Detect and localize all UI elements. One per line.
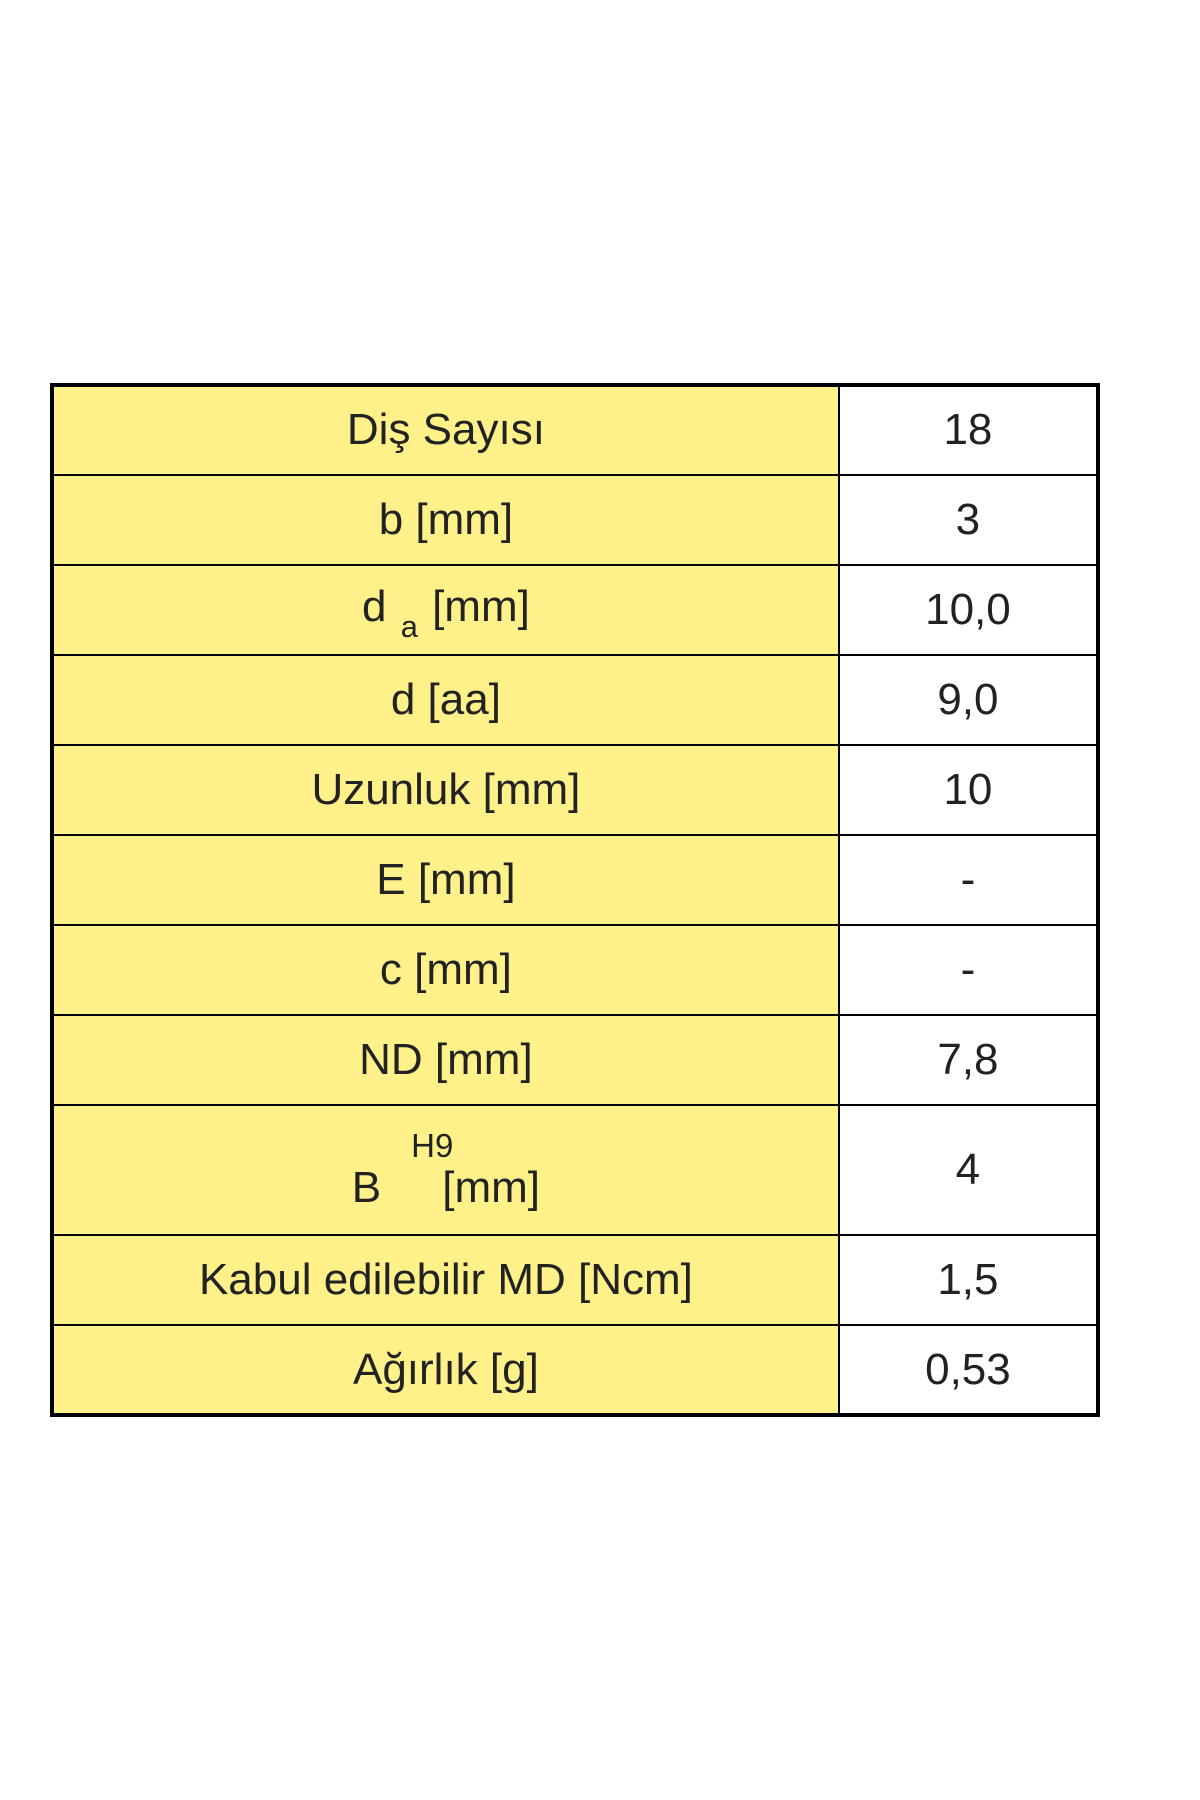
- param-label: H9 B [mm]: [52, 1105, 839, 1235]
- param-label: ND [mm]: [52, 1015, 839, 1105]
- param-label: c [mm]: [52, 925, 839, 1015]
- table-row: Ağırlık [g] 0,53: [52, 1325, 1098, 1415]
- param-value: 1,5: [839, 1235, 1098, 1325]
- label-base-line: B [mm]: [352, 1164, 540, 1212]
- label-subscript: a: [401, 609, 418, 644]
- param-value: -: [839, 925, 1098, 1015]
- table-row: Kabul edilebilir MD [Ncm] 1,5: [52, 1235, 1098, 1325]
- specification-table: Diş Sayısı 18 b [mm] 3 d a [mm] 10,0 d […: [50, 383, 1100, 1418]
- param-value: 9,0: [839, 655, 1098, 745]
- param-value: 7,8: [839, 1015, 1098, 1105]
- param-label: Diş Sayısı: [52, 385, 839, 475]
- param-value: 10,0: [839, 565, 1098, 656]
- table-row: c [mm] -: [52, 925, 1098, 1015]
- label-base: d: [362, 582, 399, 631]
- table-body: Diş Sayısı 18 b [mm] 3 d a [mm] 10,0 d […: [52, 385, 1098, 1416]
- table-row: Uzunluk [mm] 10: [52, 745, 1098, 835]
- param-label: d a [mm]: [52, 565, 839, 656]
- param-value: 4: [839, 1105, 1098, 1235]
- param-label: Uzunluk [mm]: [52, 745, 839, 835]
- param-label: d [aa]: [52, 655, 839, 745]
- label-rest: [mm]: [420, 582, 530, 631]
- table-row: d [aa] 9,0: [52, 655, 1098, 745]
- table-row: b [mm] 3: [52, 475, 1098, 565]
- table-row: ND [mm] 7,8: [52, 1015, 1098, 1105]
- stacked-label: H9 B [mm]: [352, 1128, 540, 1213]
- param-label: E [mm]: [52, 835, 839, 925]
- param-value: 18: [839, 385, 1098, 475]
- param-label: Ağırlık [g]: [52, 1325, 839, 1415]
- table-row: H9 B [mm] 4: [52, 1105, 1098, 1235]
- param-value: 3: [839, 475, 1098, 565]
- param-value: 0,53: [839, 1325, 1098, 1415]
- param-value: -: [839, 835, 1098, 925]
- table-row: E [mm] -: [52, 835, 1098, 925]
- param-label: b [mm]: [52, 475, 839, 565]
- param-label: Kabul edilebilir MD [Ncm]: [52, 1235, 839, 1325]
- table-row: Diş Sayısı 18: [52, 385, 1098, 475]
- table-row: d a [mm] 10,0: [52, 565, 1098, 656]
- param-value: 10: [839, 745, 1098, 835]
- label-superscript-line: H9: [352, 1128, 540, 1164]
